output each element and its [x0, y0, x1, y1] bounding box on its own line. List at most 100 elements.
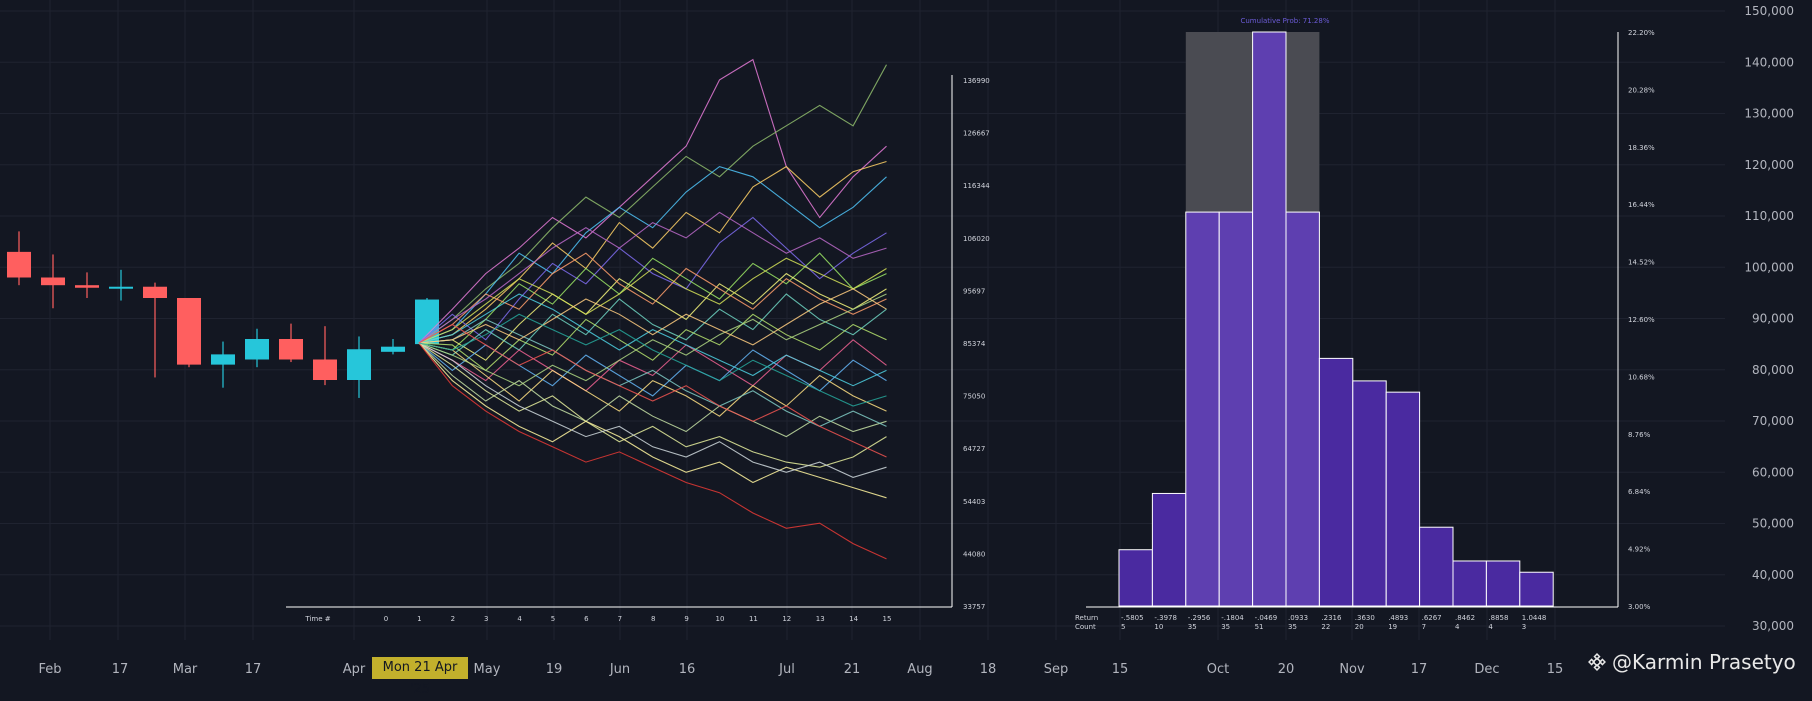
price-axis: 150,000 140,000 130,000 120,000 110,000 100,0… — [1744, 4, 1794, 633]
simulation-y-tick-label: 54403 — [963, 498, 985, 506]
candlestick-series — [7, 231, 439, 398]
price-tick-label: 100,000 — [1744, 260, 1794, 274]
time-tick-label: Dec — [1474, 662, 1499, 677]
histogram-y-tick-label: 6.84% — [1628, 488, 1651, 496]
histogram-bar — [1285, 211, 1320, 607]
time-tick-label: Nov — [1339, 662, 1365, 677]
histogram-bar — [1452, 560, 1487, 607]
time-tick-label: 15 — [1547, 662, 1564, 677]
histogram-count-label: 51 — [1255, 623, 1264, 631]
simulation-path — [418, 342, 887, 438]
histogram-count-label: 5 — [1121, 623, 1125, 631]
histogram-bar — [1385, 391, 1421, 607]
simulation-path — [418, 288, 887, 346]
histogram-return-label: .8462 — [1455, 614, 1475, 622]
histogram-count-label: 19 — [1388, 623, 1397, 631]
simulation-path — [418, 165, 887, 344]
simulation-x-tick-label: 1 — [417, 615, 421, 623]
simulation-x-tick-label: 4 — [517, 615, 522, 623]
histogram-bar — [1151, 492, 1187, 607]
histogram-return-label: .4893 — [1388, 614, 1408, 622]
histogram-count-label: 4 — [1488, 623, 1493, 631]
histogram-y-tick-label: 3.00% — [1628, 603, 1651, 611]
candle-body — [211, 354, 235, 365]
price-tick-label: 70,000 — [1752, 414, 1794, 428]
time-tick-label: Mar — [173, 662, 198, 677]
time-tick-label: 19 — [546, 662, 563, 677]
time-tick-label: 16 — [679, 662, 696, 677]
time-tick-label: 21 — [844, 662, 861, 677]
histogram-y-tick-label: 8.76% — [1628, 431, 1651, 439]
simulation-path — [418, 211, 887, 344]
histogram-bar — [1185, 211, 1220, 607]
time-tick-label: 15 — [1112, 662, 1129, 677]
simulation-path — [418, 318, 887, 428]
binance-logo-icon — [1588, 653, 1606, 671]
histogram-return-label: .6267 — [1422, 614, 1442, 622]
price-tick-label: 120,000 — [1744, 158, 1794, 172]
simulation-path — [418, 313, 887, 372]
price-tick-label: 60,000 — [1752, 465, 1794, 479]
simulation-y-tick-label: 33757 — [963, 603, 985, 611]
simulation-x-title: Time # — [304, 615, 330, 623]
histogram-row-label-count: Count — [1075, 623, 1096, 631]
simulation-y-tick-label: 106020 — [963, 235, 990, 243]
time-tick-label: 17 — [245, 662, 262, 677]
time-tick-label: Sep — [1044, 662, 1069, 677]
candle-body — [313, 359, 337, 380]
histogram-return-label: -.2956 — [1188, 614, 1211, 622]
simulation-path — [418, 272, 887, 361]
simulation-path — [418, 342, 887, 468]
histogram-y-tick-label: 18.36% — [1628, 144, 1655, 152]
price-tick-label: 150,000 — [1744, 4, 1794, 18]
simulation-path — [418, 342, 887, 478]
histogram-bar — [1419, 526, 1454, 607]
simulation-x-tick-label: 8 — [651, 615, 655, 623]
time-axis: Feb 17 Mar 17 Apr May 19 Jun 16 Jul 21 Aug 18 Sep 15 Oc… — [38, 662, 1563, 677]
histogram-bar — [1218, 211, 1254, 607]
price-tick-label: 130,000 — [1744, 107, 1794, 121]
simulation-path — [418, 342, 887, 560]
simulation-axis: 1369901266671163441060209569785374750506… — [286, 75, 990, 623]
histogram-return-label: -.3978 — [1154, 614, 1177, 622]
histogram-return-label: -.1804 — [1221, 614, 1244, 622]
histogram-count-label: 20 — [1355, 623, 1364, 631]
histogram-count-label: 7 — [1422, 623, 1426, 631]
simulation-x-tick-label: 12 — [782, 615, 791, 623]
histogram-count-label: 4 — [1455, 623, 1460, 631]
simulation-x-tick-label: 11 — [749, 615, 758, 623]
price-tick-label: 30,000 — [1752, 619, 1794, 633]
histogram-y-tick-label: 20.28% — [1628, 86, 1655, 94]
histogram-y-tick-label: 12.60% — [1628, 316, 1655, 324]
histogram-return-label: .3630 — [1355, 614, 1375, 622]
simulation-x-tick-label: 6 — [584, 615, 589, 623]
histogram-return-label: 1.0448 — [1522, 614, 1547, 622]
histogram-bar — [1118, 549, 1153, 607]
time-tick-label: 20 — [1278, 662, 1295, 677]
time-tick-label: Apr — [343, 662, 366, 677]
candle-body — [41, 277, 65, 286]
simulation-path — [418, 257, 887, 344]
watermark-text: @Karmin Prasetyo — [1612, 650, 1796, 674]
candle-body — [109, 286, 133, 289]
histogram-bar — [1352, 380, 1387, 607]
histogram-bar — [1519, 571, 1554, 607]
time-tick-label: Jun — [609, 662, 630, 677]
simulation-x-tick-label: 15 — [883, 615, 892, 623]
histogram-y-tick-label: 14.52% — [1628, 259, 1655, 267]
price-tick-label: 140,000 — [1744, 55, 1794, 69]
histogram-row-label-return: Return — [1075, 614, 1098, 622]
simulation-y-tick-label: 126667 — [963, 130, 990, 138]
histogram-return-label: .8858 — [1488, 614, 1508, 622]
simulation-path — [418, 58, 887, 344]
simulation-y-tick-label: 116344 — [963, 182, 990, 190]
candle-body — [143, 286, 167, 298]
simulation-path — [418, 293, 887, 387]
simulation-x-tick-label: 14 — [849, 615, 858, 623]
simulation-x-tick-label: 13 — [816, 615, 825, 623]
histogram-y-tick-label: 16.44% — [1628, 201, 1655, 209]
candle-body — [177, 298, 201, 365]
simulation-path — [418, 342, 887, 499]
histogram-y-tick-label: 10.68% — [1628, 373, 1655, 381]
